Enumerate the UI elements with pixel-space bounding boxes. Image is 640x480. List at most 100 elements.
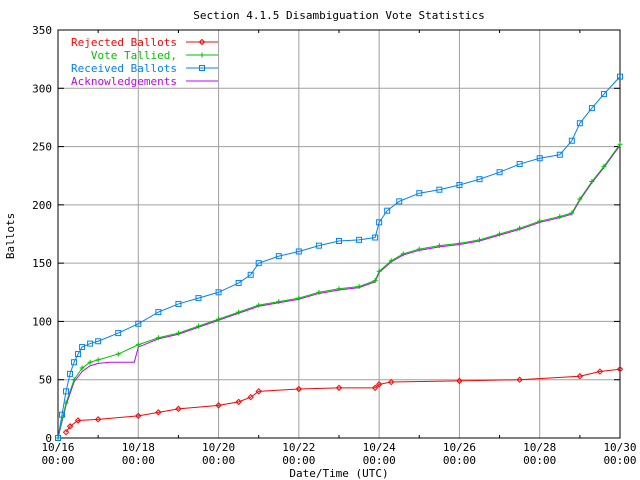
data-point-diamond [456, 377, 463, 385]
data-point-plus [256, 302, 262, 308]
x-tick-label-date: 10/26 [443, 441, 476, 454]
data-point-square [588, 105, 595, 112]
series-line [57, 145, 621, 439]
data-point-square [372, 234, 379, 241]
data-point-plus [537, 218, 543, 224]
data-point-diamond [255, 388, 262, 395]
data-point-diamond [295, 385, 303, 393]
data-point-plus [336, 286, 342, 292]
data-point-square [295, 248, 302, 255]
series-line [57, 143, 621, 439]
data-point-plus [71, 377, 77, 383]
data-point-plus [372, 278, 378, 284]
data-point-plus [617, 141, 623, 147]
data-point-square [384, 207, 391, 214]
data-point-square [396, 198, 403, 205]
x-tick-label-date: 10/24 [363, 441, 396, 454]
data-point-square [356, 236, 363, 243]
data-point-square [215, 289, 222, 296]
data-point-square [67, 370, 74, 377]
data-point-square [617, 73, 623, 80]
axes: 05010015020025030035010/1600:0010/1800:0… [32, 24, 636, 467]
y-tick-label: 50 [39, 374, 52, 387]
data-point-diamond [596, 368, 604, 375]
data-point-diamond [215, 402, 222, 409]
data-point-plus [79, 365, 85, 371]
legend-label: Acknowledgements [71, 75, 177, 88]
data-point-plus [216, 316, 222, 322]
series-line [65, 368, 621, 433]
data-point-plus [95, 357, 101, 363]
data-point-square [95, 338, 102, 345]
data-point-plus [196, 323, 201, 329]
data-point-plus [388, 258, 394, 264]
data-point-square [476, 176, 483, 183]
x-tick-label-time: 00:00 [202, 454, 235, 467]
legend-label: Received Ballots [71, 62, 177, 75]
legend-label: Rejected Ballots [71, 36, 177, 49]
data-point-diamond [616, 366, 624, 373]
data-point-plus [497, 231, 503, 237]
x-tick-label-date: 10/18 [122, 441, 155, 454]
data-point-plus [569, 210, 575, 216]
data-point-diamond [375, 381, 383, 388]
data-point-diamond [235, 398, 242, 406]
data-point-plus [517, 225, 523, 231]
data-point-plus [276, 299, 282, 305]
data-point-diamond [155, 409, 162, 416]
data-point-plus [356, 283, 362, 289]
y-tick-label: 300 [32, 82, 52, 95]
data-point-square [568, 137, 575, 144]
data-point-square [59, 411, 66, 418]
x-tick-label-time: 00:00 [363, 454, 396, 467]
data-point-plus [376, 268, 382, 274]
data-point-plus [557, 214, 563, 220]
data-point-square [376, 219, 383, 226]
data-point-plus [436, 243, 442, 249]
data-point-diamond [387, 378, 395, 386]
x-tick-label-time: 00:00 [41, 454, 74, 467]
data-point-square [536, 155, 543, 162]
data-point-plus [175, 330, 181, 336]
data-point-square [63, 388, 70, 395]
series-rejected-ballots [62, 366, 624, 436]
data-point-square [247, 271, 254, 278]
data-point-square [235, 279, 242, 286]
y-tick-label: 350 [32, 24, 52, 37]
data-point-square [556, 151, 563, 158]
data-point-plus [577, 196, 583, 202]
x-tick-label-time: 00:00 [122, 454, 155, 467]
grid [58, 30, 620, 438]
x-tick-label-date: 10/28 [523, 441, 556, 454]
data-point-plus [477, 237, 482, 243]
plot-border [57, 29, 621, 439]
data-point-diamond [371, 384, 379, 392]
data-point-diamond [175, 405, 182, 413]
data-point-square [71, 359, 78, 366]
data-point-diamond [94, 416, 102, 423]
x-tick-label-date: 10/22 [282, 441, 315, 454]
x-axis-label: Date/Time (UTC) [289, 467, 388, 480]
data-point-plus [155, 335, 161, 341]
data-point-square [436, 186, 443, 193]
series-acknowledgements [57, 145, 621, 439]
data-point-square [155, 309, 162, 316]
x-tick-label-time: 00:00 [443, 454, 476, 467]
data-point-square [600, 91, 607, 98]
x-tick-label-date: 10/20 [202, 441, 235, 454]
data-point-diamond [335, 384, 343, 392]
x-tick-label-time: 00:00 [603, 454, 636, 467]
series-line [57, 76, 621, 439]
data-point-square [87, 340, 94, 347]
data-point-plus [456, 240, 462, 246]
data-point-square [195, 295, 202, 302]
y-tick-label: 200 [32, 199, 52, 212]
data-point-plus [296, 295, 302, 301]
series-received-ballots [55, 73, 623, 441]
data-point-plus [589, 179, 595, 185]
x-tick-label-time: 00:00 [523, 454, 556, 467]
data-point-diamond [247, 393, 254, 401]
x-tick-label-date: 10/16 [41, 441, 74, 454]
data-point-square [416, 190, 423, 197]
